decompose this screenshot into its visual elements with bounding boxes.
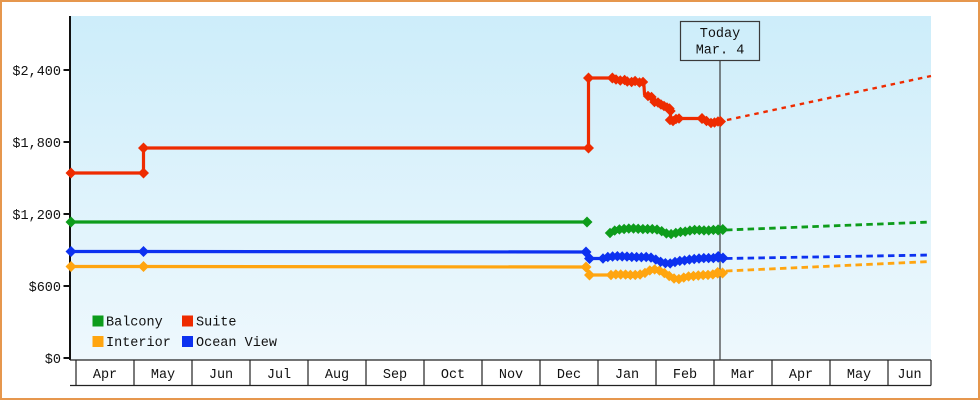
svg-text:May: May bbox=[847, 368, 871, 383]
svg-text:Ocean View: Ocean View bbox=[196, 336, 277, 351]
svg-text:Mar: Mar bbox=[731, 368, 755, 383]
svg-text:Jun: Jun bbox=[897, 368, 921, 383]
svg-text:Jun: Jun bbox=[209, 368, 233, 383]
svg-text:$1,800: $1,800 bbox=[12, 137, 61, 152]
svg-text:Aug: Aug bbox=[325, 368, 349, 383]
svg-text:Suite: Suite bbox=[196, 316, 237, 331]
svg-text:Nov: Nov bbox=[499, 368, 523, 383]
svg-text:Today: Today bbox=[700, 27, 741, 42]
svg-text:Feb: Feb bbox=[673, 368, 697, 383]
svg-text:Apr: Apr bbox=[93, 368, 117, 383]
svg-text:$600: $600 bbox=[29, 281, 61, 296]
svg-text:May: May bbox=[151, 368, 175, 383]
svg-text:Sep: Sep bbox=[383, 368, 407, 383]
svg-text:Apr: Apr bbox=[789, 368, 813, 383]
svg-text:$2,400: $2,400 bbox=[12, 65, 61, 80]
svg-text:Dec: Dec bbox=[557, 368, 581, 383]
svg-text:Mar. 4: Mar. 4 bbox=[696, 44, 745, 59]
svg-text:Oct: Oct bbox=[441, 368, 465, 383]
svg-text:$1,200: $1,200 bbox=[12, 209, 61, 224]
svg-text:Jan: Jan bbox=[615, 368, 639, 383]
svg-text:Balcony: Balcony bbox=[106, 316, 163, 331]
svg-text:$0: $0 bbox=[45, 353, 61, 368]
svg-text:Jul: Jul bbox=[267, 368, 291, 383]
svg-text:Interior: Interior bbox=[106, 336, 171, 351]
